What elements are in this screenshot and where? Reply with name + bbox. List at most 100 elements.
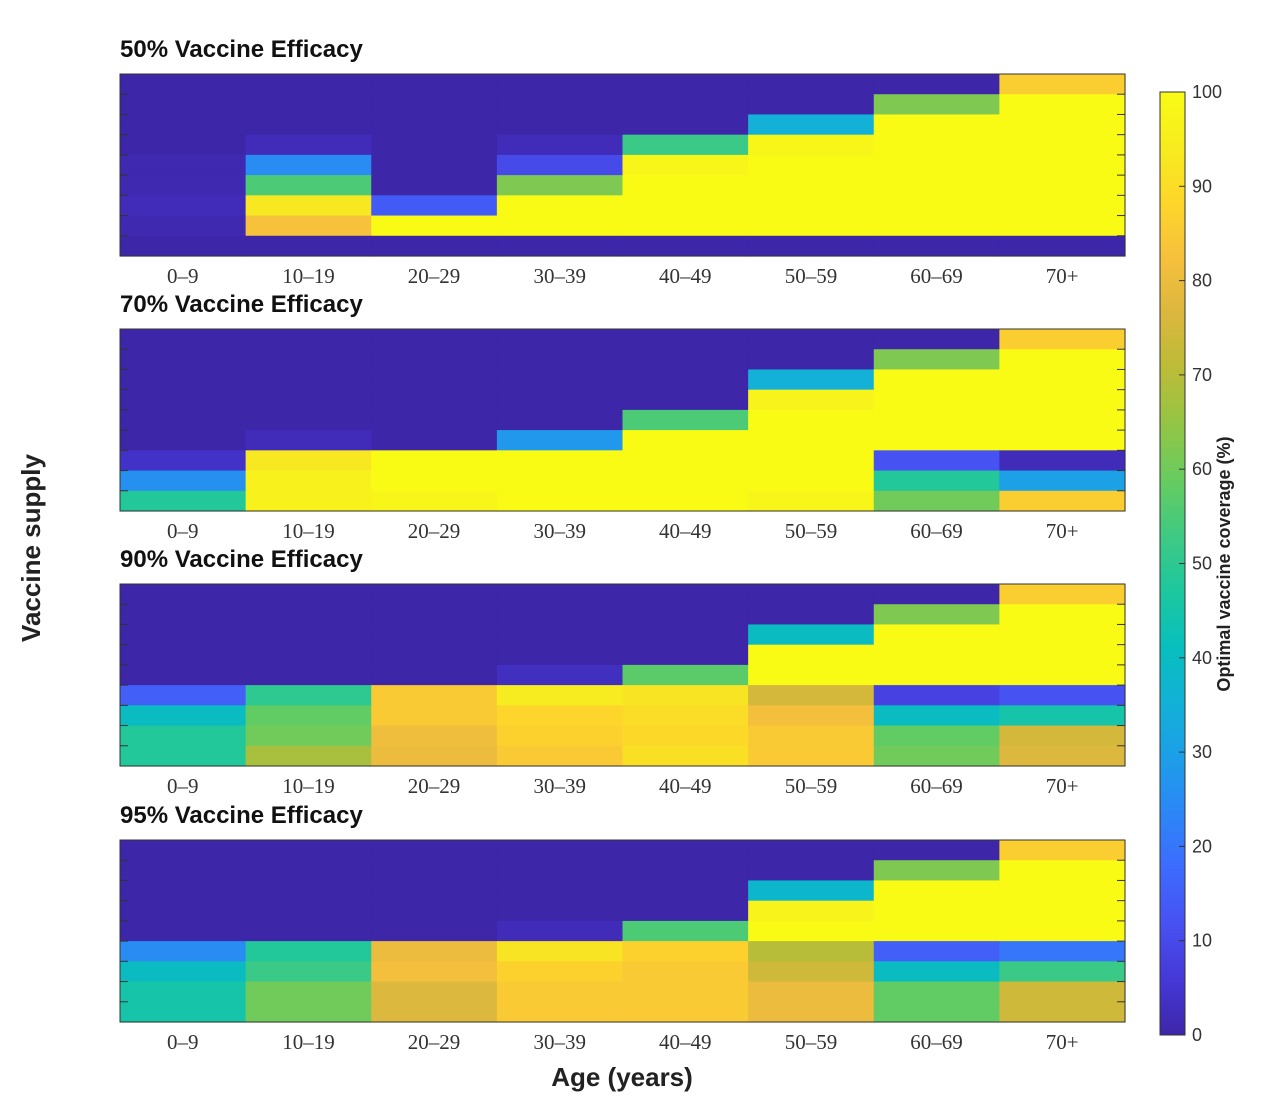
heatmap-cell [371,470,498,492]
heatmap-cell [245,920,372,942]
heatmap-cell [622,94,749,116]
heatmap-cell [748,584,875,605]
heatmap-cell [748,1001,875,1023]
x-tick-label: 50–59 [785,1030,838,1054]
heatmap-cell [622,604,749,626]
heatmap-cell [873,349,1000,371]
heatmap-cell [622,235,749,257]
heatmap-cell [999,941,1126,962]
heatmap-cell [873,685,1000,706]
panel-title: 50% Vaccine Efficacy [120,36,363,63]
heatmap-cell [748,369,875,391]
heatmap-cell [999,195,1126,217]
heatmap-cell [999,880,1126,902]
heatmap-cell [873,725,1000,747]
x-tick-label: 50–59 [785,264,838,288]
heatmap-cell [120,409,247,431]
heatmap-cell [999,604,1126,626]
heatmap-cell [120,840,247,861]
heatmap-cell [622,624,749,646]
heatmap-cell [748,195,875,217]
heatmap-cell [748,961,875,983]
heatmap-cell [999,1001,1126,1023]
heatmap-cell [748,470,875,492]
heatmap-cell [496,941,624,962]
heatmap-cell [245,329,372,350]
heatmap-cell [999,705,1126,727]
heatmap-cell [371,349,498,371]
heatmap-cell [873,920,1000,942]
heatmap-cell [371,1001,498,1023]
heatmap-cell [120,215,247,237]
heatmap-cell [496,644,624,666]
heatmap-cell [999,94,1126,116]
heatmap-cell [496,840,624,861]
heatmap-cell [748,389,875,411]
heatmap-cell [496,961,624,983]
heatmap-cell [245,154,372,176]
heatmap-cell [496,154,624,176]
heatmap-cell [622,389,749,411]
heatmap-cell [371,880,498,902]
heatmap-cell [999,215,1126,237]
heatmap-cell [622,920,749,942]
heatmap-cell [245,389,372,411]
heatmap-cell [873,215,1000,237]
heatmap-cell [622,584,749,605]
colorbar-tick-label: 80 [1192,271,1212,291]
heatmap-cell [873,664,1000,686]
heatmap-cell [496,705,624,727]
heatmap-cell [371,134,498,156]
heatmap-cell [496,235,624,257]
heatmap-cell [120,235,247,257]
heatmap-cell [245,470,372,492]
heatmap-cell [120,74,247,95]
x-tick-label: 30–39 [533,774,586,798]
heatmap-cell [496,490,624,512]
x-tick-label: 60–69 [910,774,963,798]
heatmap-cell [999,860,1126,882]
heatmap-cell [999,389,1126,411]
heatmap-cell [999,369,1126,391]
heatmap-cell [873,745,1000,767]
heatmap-cell [873,114,1000,136]
heatmap-cell [245,604,372,626]
heatmap-cell [371,450,498,472]
heatmap-cell [120,860,247,882]
heatmap-cell [622,430,749,451]
heatmap-cell [496,920,624,942]
colorbar-tick-label: 100 [1192,82,1222,102]
heatmap-cell [245,490,372,512]
x-tick-label: 40–49 [659,264,712,288]
heatmap-cell [371,584,498,605]
x-tick-label: 20–29 [408,519,461,543]
heatmap-cell [120,389,247,411]
heatmap-cell [245,745,372,767]
heatmap-cell [496,584,624,605]
heatmap-cell [999,349,1126,371]
heatmap-cell [371,644,498,666]
heatmap-cell [245,94,372,116]
heatmap-cell [748,134,875,156]
heatmap-cell [873,880,1000,902]
heatmap-cell [873,195,1000,217]
heatmap-cell [999,490,1126,512]
heatmap-cell [496,134,624,156]
heatmap-cell [999,745,1126,767]
colorbar-tick-label: 0 [1192,1025,1202,1045]
heatmap-cell [748,430,875,451]
x-tick-label: 40–49 [659,1030,712,1054]
panel-3: 90% Vaccine Efficacy 0–9 10–19 20–29 30–39 40… [119,546,1126,798]
heatmap-cell [245,900,372,922]
heatmap-cell [999,644,1126,666]
panel-1: 50% Vaccine Efficacy 0–9 10–19 20–29 30–39 40… [119,36,1126,288]
heatmap-cell [748,705,875,727]
heatmap-cell [748,74,875,95]
heatmap-cell [120,175,247,196]
x-tick-label: 30–39 [533,519,586,543]
heatmap-cell [120,490,247,512]
heatmap-cell [120,705,247,727]
heatmap-cell [873,369,1000,391]
heatmap-cell [245,664,372,686]
heatmap-cell [873,584,1000,605]
